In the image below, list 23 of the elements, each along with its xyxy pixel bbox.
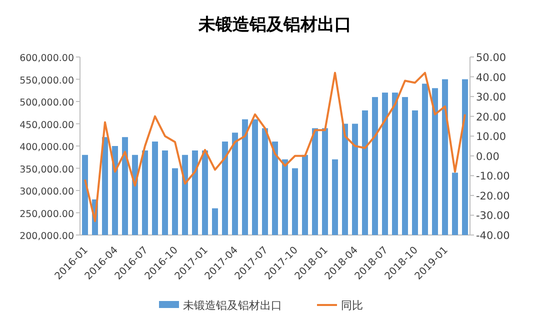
y-tick-label: 250,000.00	[20, 208, 74, 220]
legend-label: 同比	[341, 299, 363, 312]
y2-tick-label: 50.00	[476, 52, 506, 64]
legend-label: 未锻造铝及铝材出口	[183, 299, 282, 312]
y2-tick-label: -20.00	[476, 190, 510, 202]
chart-title: 未锻造铝及铝材出口	[198, 15, 352, 35]
y-tick-label: 400,000.00	[20, 142, 74, 153]
y-tick-label: 600,000.00	[20, 53, 74, 64]
y2-tick-label: 20.00	[476, 111, 506, 124]
y2-tick-label: 40.00	[476, 72, 506, 84]
y-tick-label: 450,000.00	[20, 120, 74, 131]
y2-tick-label: 10.00	[476, 131, 506, 144]
y-tick-label: 550,000.00	[20, 75, 74, 86]
y2-tick-label: 0.00	[476, 150, 500, 163]
line-series	[84, 72, 466, 222]
y2-tick-label: -30.00	[476, 210, 510, 222]
y-tick-label: 350,000.00	[20, 164, 74, 176]
y2-tick-label: -10.00	[476, 170, 510, 183]
y-tick-label: 300,000.00	[20, 186, 74, 198]
y-tick-label: 200,000.00	[20, 231, 74, 242]
y2-tick-label: 30.00	[476, 92, 506, 104]
y2-tick-label: -40.00	[476, 230, 510, 242]
y-tick-label: 500,000.00	[20, 98, 74, 108]
